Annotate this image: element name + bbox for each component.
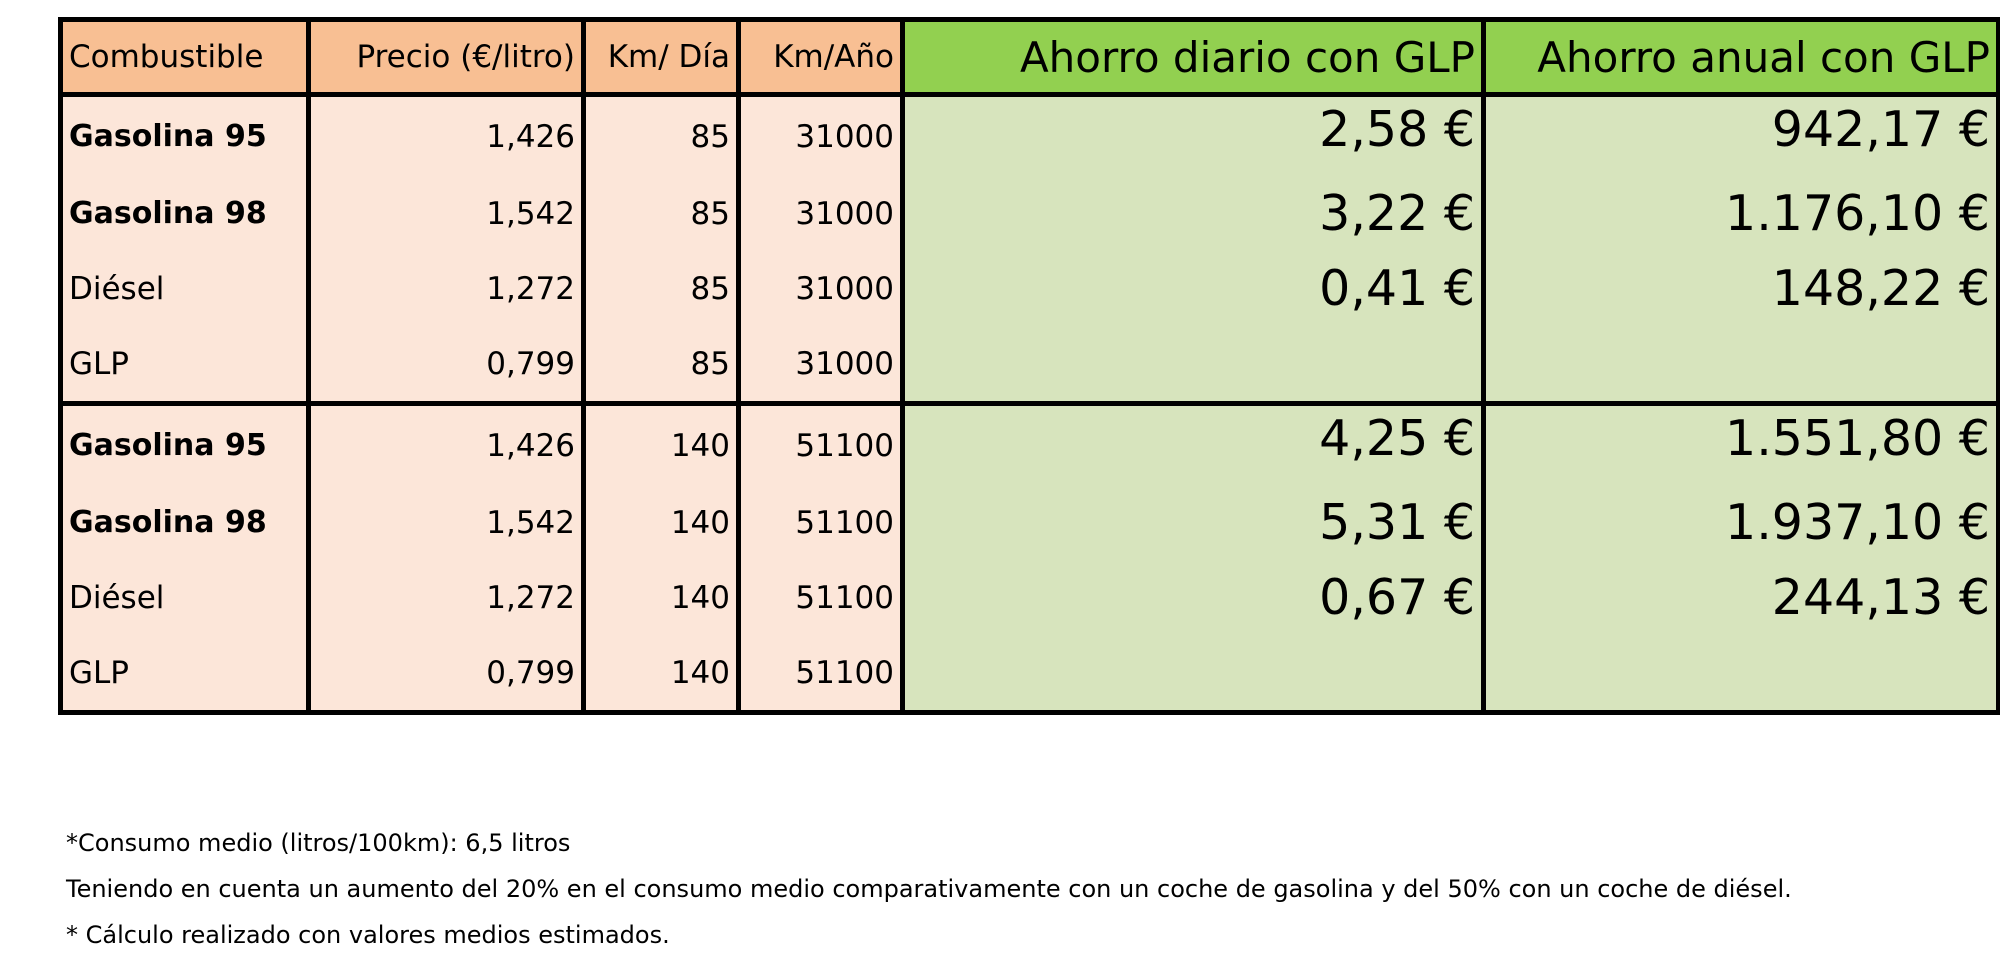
km-day-cell: 140 [581,485,741,560]
km-year-cell: 31000 [736,94,905,176]
km-year-cell: 51100 [736,403,905,485]
km-year-cell: 51100 [736,635,905,715]
table-row: Gasolina 98 1,542 85 31000 3,22 € 1.176,… [58,176,2000,251]
header-km-year: Km/Año [736,17,905,97]
header-daily-saving: Ahorro diario con GLP [900,17,1486,97]
price-cell: 1,272 [306,251,586,326]
km-year-cell: 31000 [736,176,905,251]
footnotes: *Consumo medio (litros/100km): 6,5 litro… [66,820,1792,958]
annual-saving-cell: 942,17 € [1481,94,2000,176]
table-row: Gasolina 98 1,542 140 51100 5,31 € 1.937… [58,485,2000,560]
annual-saving-cell: 1.937,10 € [1481,485,2000,560]
km-day-cell: 85 [581,176,741,251]
km-day-cell: 140 [581,560,741,635]
annual-saving-cell [1481,326,2000,406]
km-year-cell: 51100 [736,485,905,560]
price-cell: 0,799 [306,635,586,715]
fuel-cell: Gasolina 95 [58,94,311,176]
km-day-cell: 140 [581,403,741,485]
km-year-cell: 51100 [736,560,905,635]
price-cell: 1,542 [306,176,586,251]
fuel-cell: Gasolina 98 [58,485,311,560]
km-year-cell: 31000 [736,251,905,326]
km-day-cell: 85 [581,251,741,326]
fuel-savings-table: Combustible Precio (€/litro) Km/ Día Km/… [58,17,2000,715]
table-row: GLP 0,799 85 31000 [58,326,2000,406]
price-cell: 0,799 [306,326,586,406]
fuel-cell: Gasolina 98 [58,176,311,251]
table-row: GLP 0,799 140 51100 [58,635,2000,715]
daily-saving-cell: 4,25 € [900,403,1486,485]
annual-saving-cell [1481,635,2000,715]
savings-sheet: Combustible Precio (€/litro) Km/ Día Km/… [58,17,2000,715]
km-year-cell: 31000 [736,326,905,406]
price-cell: 1,272 [306,560,586,635]
km-day-cell: 140 [581,635,741,715]
price-cell: 1,426 [306,403,586,485]
table-row: Gasolina 95 1,426 140 51100 4,25 € 1.551… [58,403,2000,485]
header-annual-saving: Ahorro anual con GLP [1481,17,2000,97]
table-row: Diésel 1,272 140 51100 0,67 € 244,13 € [58,560,2000,635]
km-day-cell: 85 [581,326,741,406]
fuel-cell: Diésel [58,251,311,326]
price-cell: 1,542 [306,485,586,560]
note-estimated-values: * Cálculo realizado con valores medios e… [66,921,670,949]
km-day-cell: 85 [581,94,741,176]
price-cell: 1,426 [306,94,586,176]
header-fuel: Combustible [58,17,311,97]
daily-saving-cell: 0,41 € [900,251,1486,326]
annual-saving-cell: 244,13 € [1481,560,2000,635]
annual-saving-cell: 148,22 € [1481,251,2000,326]
daily-saving-cell: 2,58 € [900,94,1486,176]
fuel-cell: GLP [58,635,311,715]
fuel-cell: Gasolina 95 [58,403,311,485]
header-row: Combustible Precio (€/litro) Km/ Día Km/… [58,17,2000,97]
daily-saving-cell: 3,22 € [900,176,1486,251]
header-price: Precio (€/litro) [306,17,586,97]
fuel-cell: GLP [58,326,311,406]
note-consumption-increase: Teniendo en cuenta un aumento del 20% en… [66,875,1792,903]
daily-saving-cell [900,326,1486,406]
note-average-consumption: *Consumo medio (litros/100km): 6,5 litro… [66,829,571,857]
table-row: Diésel 1,272 85 31000 0,41 € 148,22 € [58,251,2000,326]
annual-saving-cell: 1.176,10 € [1481,176,2000,251]
daily-saving-cell [900,635,1486,715]
table-row: Gasolina 95 1,426 85 31000 2,58 € 942,17… [58,94,2000,176]
fuel-cell: Diésel [58,560,311,635]
header-km-day: Km/ Día [581,17,741,97]
daily-saving-cell: 5,31 € [900,485,1486,560]
daily-saving-cell: 0,67 € [900,560,1486,635]
annual-saving-cell: 1.551,80 € [1481,403,2000,485]
